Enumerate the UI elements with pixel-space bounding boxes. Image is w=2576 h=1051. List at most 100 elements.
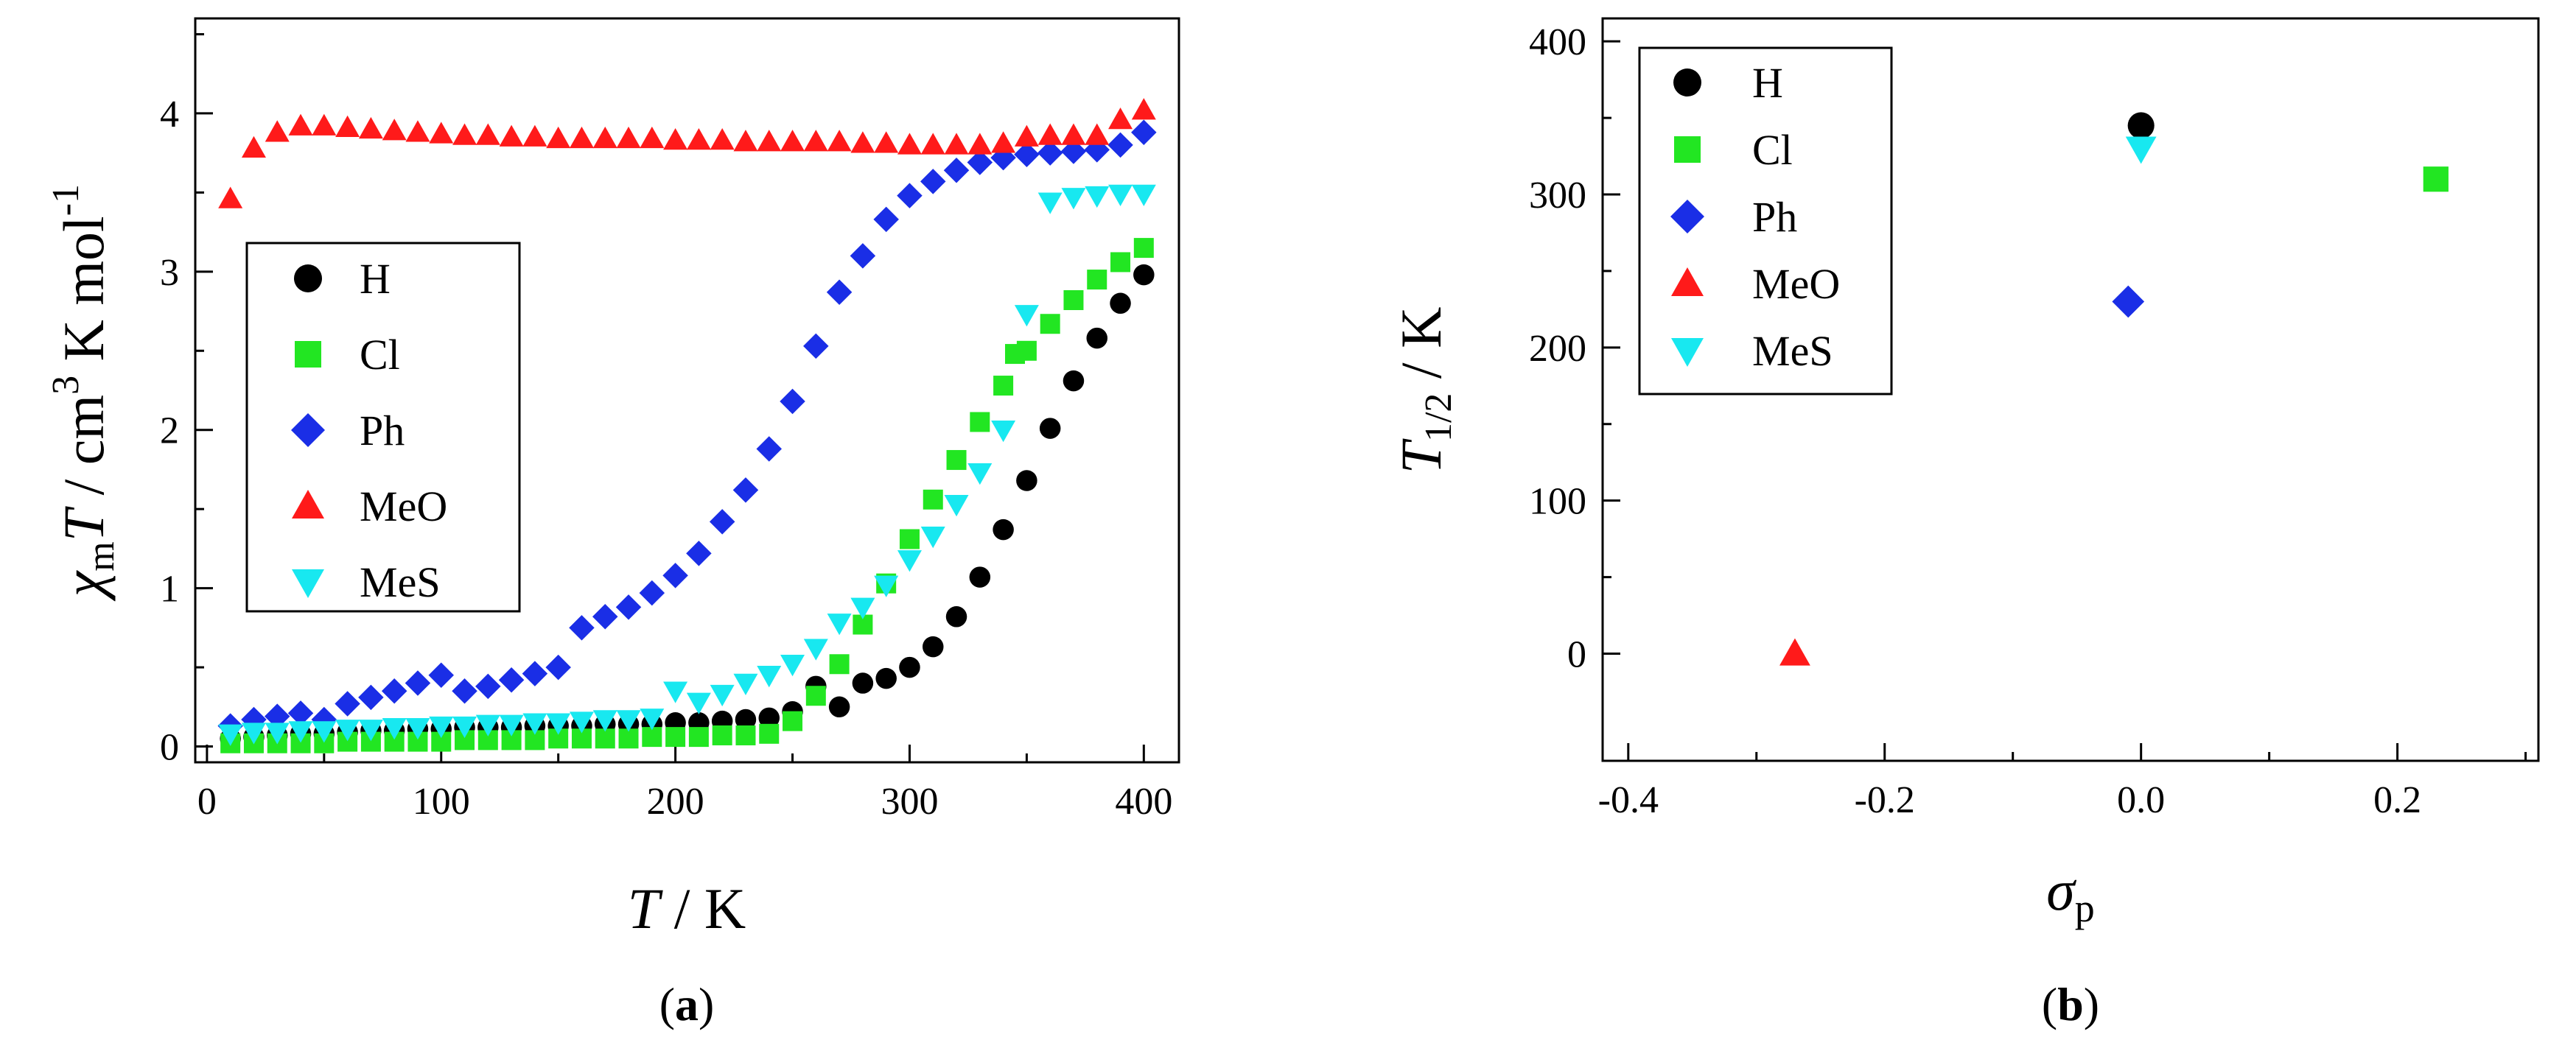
data-point-meo <box>218 186 243 208</box>
panel-a-ylabel: χmT / cm3 K mol-1 <box>45 184 122 602</box>
data-point-meo <box>757 130 782 152</box>
x-tick-label: 200 <box>647 781 704 823</box>
data-point-meo <box>499 124 524 147</box>
data-point-ph <box>1060 138 1087 164</box>
legend-label-meo: MeO <box>360 482 447 530</box>
data-point-ph <box>732 477 759 503</box>
data-point-cl <box>899 529 920 549</box>
data-point-mes <box>358 720 383 742</box>
panel-a-caption: (a) <box>659 978 715 1030</box>
data-point-ph <box>1107 132 1133 158</box>
legend-label-cl: Cl <box>1752 126 1793 174</box>
legend-marker-ph <box>1670 200 1704 233</box>
data-point-cl <box>993 376 1014 396</box>
data-point-mes <box>218 724 243 746</box>
data-point-cl <box>1063 290 1084 311</box>
data-point-h <box>1110 292 1131 314</box>
data-point-cl <box>946 450 967 471</box>
data-point-meo <box>874 131 899 153</box>
data-point-ph <box>381 678 407 704</box>
x-tick-label: 100 <box>413 781 470 823</box>
data-point-meo <box>265 120 290 142</box>
data-point-ph <box>1131 119 1157 145</box>
panel-b-ylabel: T1/2 / K <box>1389 307 1460 474</box>
panel-b-legend: H Cl Ph MeO MeS <box>1670 59 1840 375</box>
data-point-h <box>875 667 897 689</box>
y-tick-label: 0 <box>160 727 179 769</box>
data-point-cl <box>688 727 709 748</box>
legend-label-mes: MeS <box>1752 327 1833 375</box>
y-tick-label: 400 <box>1529 21 1586 63</box>
data-point-mes <box>757 666 782 688</box>
data-point-meo <box>686 127 711 150</box>
data-point-cl <box>1133 238 1154 259</box>
data-point-ph <box>615 594 642 620</box>
data-point-cl <box>735 725 756 745</box>
y-tick-label: 3 <box>160 252 179 294</box>
data-point-meo <box>1037 123 1063 145</box>
data-point-meo <box>312 113 337 136</box>
y-tick-label: 0 <box>1567 634 1586 676</box>
data-point-ph <box>287 700 314 726</box>
data-point-meo <box>733 130 758 152</box>
data-point-meo <box>920 133 945 155</box>
y-tick-label: 2 <box>160 410 179 452</box>
data-point-mes <box>265 723 290 745</box>
data-point-ph <box>545 654 571 681</box>
data-point-meo <box>616 126 641 149</box>
data-point-cl <box>1087 270 1107 290</box>
data-point-mes <box>475 714 500 737</box>
data-point-ph <box>803 333 829 359</box>
panel-a-legend: H Cl Ph MeO MeS <box>291 255 447 606</box>
data-point-meo <box>288 113 313 136</box>
data-point-mes <box>827 614 852 636</box>
data-point-ph <box>358 684 384 711</box>
data-point-ph <box>826 279 853 306</box>
data-point-mes <box>1131 184 1156 207</box>
data-point-mes <box>874 575 899 597</box>
data-point-meo <box>405 120 430 142</box>
data-point-mes <box>616 710 641 732</box>
data-point-h <box>2127 112 2155 139</box>
data-point-meo <box>663 127 688 150</box>
data-point-mes <box>780 655 805 677</box>
data-point-ph <box>780 388 805 415</box>
data-point-meo <box>1131 98 1156 120</box>
data-point-mes <box>991 420 1016 443</box>
panel-a-plot-frame <box>194 17 1180 764</box>
data-point-mes <box>897 550 922 572</box>
y-tick-label: 4 <box>160 94 179 136</box>
data-point-mes <box>1014 305 1039 327</box>
legend-marker-cl <box>1674 136 1701 163</box>
data-point-mes <box>1108 184 1133 207</box>
data-point-mes <box>452 716 477 739</box>
data-point-h <box>758 707 780 729</box>
legend-marker-meo <box>1671 267 1704 296</box>
data-point-ph <box>662 563 688 588</box>
series-ph <box>2112 285 2145 318</box>
data-point-h <box>923 636 944 658</box>
x-tick-label: 0.2 <box>2373 779 2421 821</box>
legend-marker-h <box>1673 68 1701 96</box>
data-point-mes <box>522 713 547 735</box>
data-point-mes <box>405 717 430 740</box>
data-point-ph <box>592 604 618 630</box>
data-point-ph <box>2112 285 2145 318</box>
legend-label-meo: MeO <box>1752 260 1840 308</box>
data-point-cl <box>2423 166 2449 192</box>
panel-a-ticks <box>195 32 1145 762</box>
data-point-mes <box>312 721 337 743</box>
data-point-cl <box>1110 252 1131 273</box>
data-point-h <box>945 606 967 628</box>
panel-b-xlabel: σp <box>2046 858 2094 930</box>
data-point-meo <box>335 115 360 138</box>
data-point-ph <box>850 243 876 269</box>
data-point-cl <box>1040 314 1060 334</box>
legend-label-ph: Ph <box>1752 193 1797 241</box>
data-point-mes <box>569 711 594 734</box>
data-point-h <box>735 709 757 731</box>
data-point-cl <box>970 412 990 432</box>
data-point-mes <box>733 673 758 696</box>
legend-label-mes: MeS <box>360 558 441 606</box>
